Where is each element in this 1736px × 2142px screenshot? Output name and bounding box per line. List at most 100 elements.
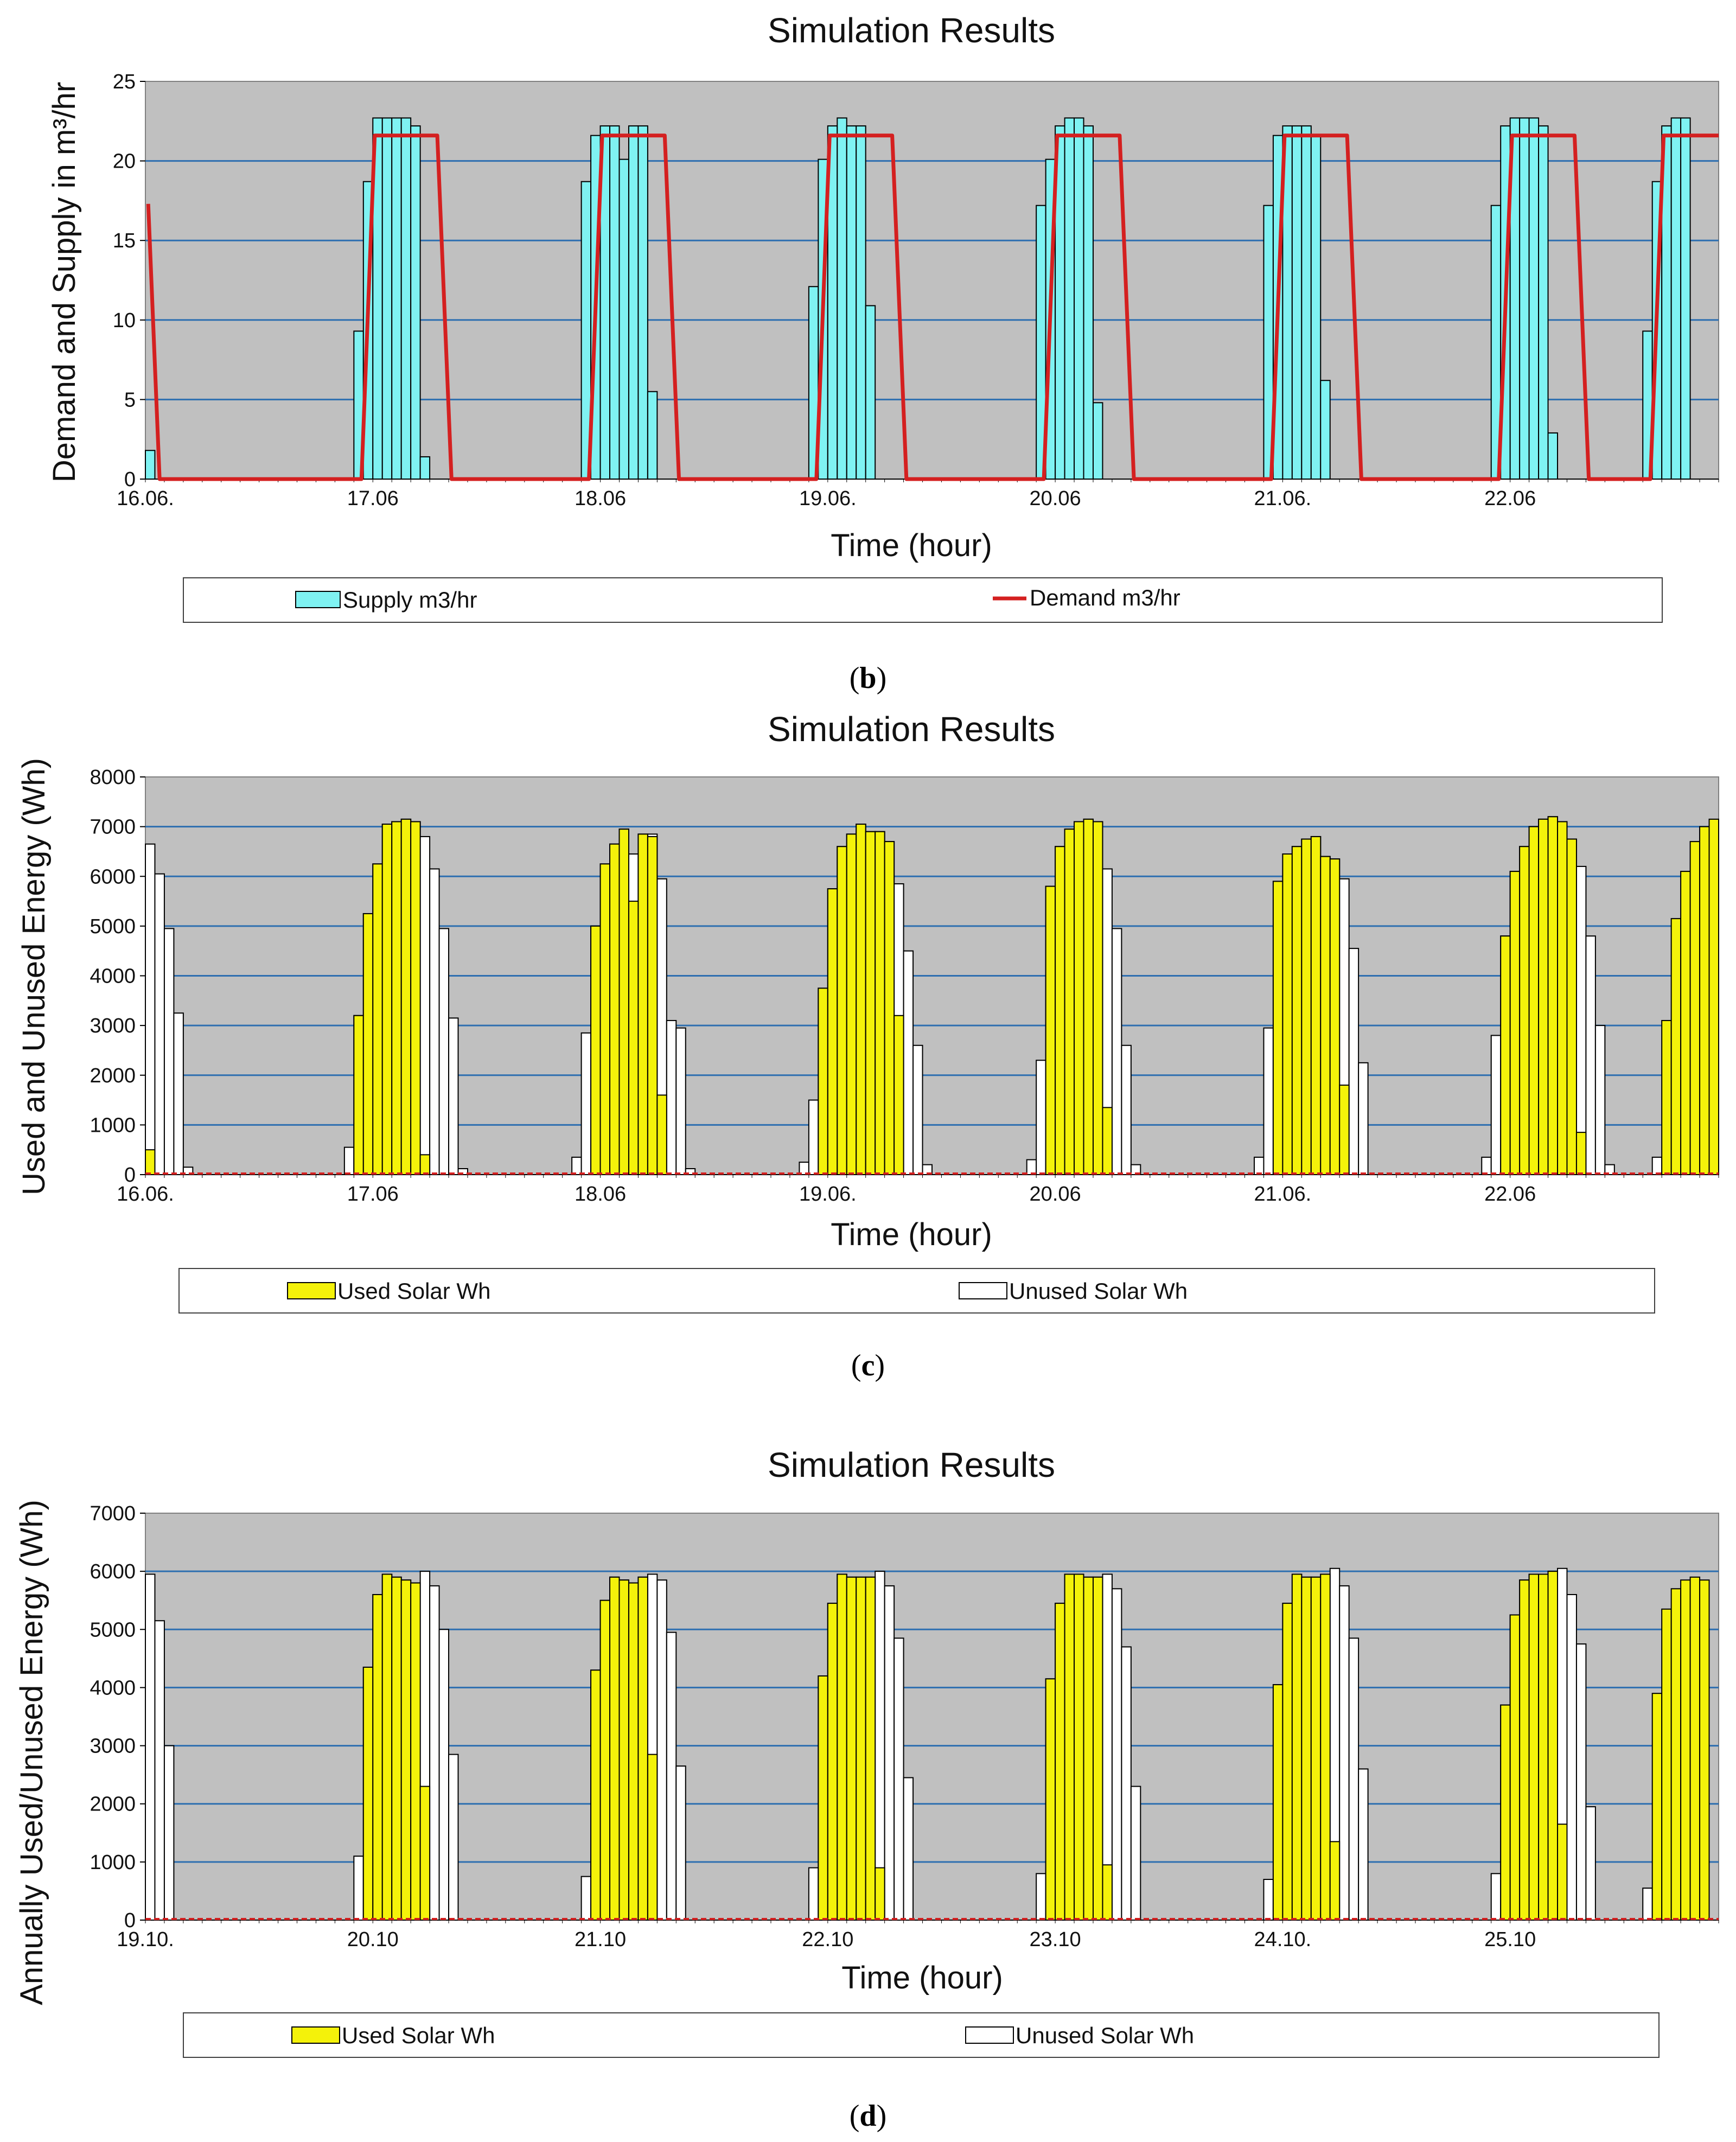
bar [1121, 1646, 1132, 1921]
bar [628, 125, 639, 480]
bar [1509, 1614, 1521, 1921]
bar [1074, 821, 1084, 1175]
y-tick-label: 5000 [90, 915, 136, 938]
bar [685, 1168, 696, 1175]
chart-c-title: Simulation Results [768, 710, 1055, 749]
chart-c-x-label: Time (hour) [831, 1217, 992, 1252]
y-tick-label: 5000 [90, 1618, 136, 1641]
bar [419, 1786, 431, 1921]
y-tick-label: 1000 [90, 1851, 136, 1874]
bar [865, 305, 876, 480]
bar [1263, 1879, 1274, 1921]
x-tick-label: 17.06 [347, 487, 399, 510]
bar [647, 1754, 658, 1921]
bar [1670, 117, 1682, 480]
y-tick-label: 3000 [90, 1015, 136, 1037]
bar [438, 1629, 450, 1921]
bar [1282, 853, 1293, 1176]
bar [609, 1576, 620, 1921]
bar [1121, 1044, 1132, 1176]
chart-d-legend-swatch-used [291, 2026, 340, 2044]
bar [1670, 1588, 1682, 1921]
bar [391, 1576, 402, 1921]
bar [381, 117, 393, 480]
bar [637, 1576, 648, 1921]
bar [1045, 1678, 1056, 1921]
bar [419, 1154, 431, 1176]
x-tick-label: 23.10 [1030, 1928, 1081, 1951]
chart-d-legend-box [183, 2012, 1660, 2058]
bar [1519, 117, 1530, 480]
bar [1528, 117, 1540, 480]
chart-d-x-label: Time (hour) [841, 1960, 1003, 1996]
x-tick-label: 18.06 [575, 487, 626, 510]
bar [410, 1582, 421, 1921]
chart-d-legend-swatch-unused [965, 2026, 1014, 2044]
bar [1699, 826, 1710, 1175]
x-tick-label: 22.10 [802, 1928, 853, 1951]
bar [666, 1019, 677, 1176]
bar [1329, 858, 1341, 1175]
bar [1708, 818, 1719, 1175]
bar [1585, 1806, 1596, 1921]
bar [1509, 871, 1521, 1175]
bar [1064, 117, 1075, 480]
bar [1651, 1156, 1663, 1175]
chart-b-legend-box [183, 577, 1663, 623]
chart-b-x-label: Time (hour) [831, 528, 992, 563]
bar [1585, 935, 1596, 1175]
bar [590, 925, 601, 1175]
bar [1320, 380, 1331, 480]
y-tick-label: 3000 [90, 1735, 136, 1758]
bar [154, 1620, 165, 1921]
bar [1092, 1576, 1103, 1921]
bar [818, 1675, 828, 1921]
y-tick-label: 7000 [90, 816, 136, 839]
bar [1358, 1768, 1369, 1921]
bar [827, 888, 838, 1175]
chart-b-y-label: Demand and Supply in m³/hr [47, 82, 82, 482]
bar [1102, 1864, 1113, 1921]
bar [808, 1099, 819, 1175]
bar [1074, 117, 1084, 480]
chart-c-y-ticks: 0 1000 2000 3000 4000 5000 6000 7000 8000 [90, 766, 145, 1187]
bar [1500, 935, 1511, 1175]
bar [1339, 1585, 1350, 1921]
bar [1272, 881, 1284, 1175]
bar [856, 125, 866, 480]
y-tick-label: 5 [124, 388, 136, 411]
bar [145, 1149, 156, 1175]
bar [1528, 826, 1540, 1175]
bar [1538, 818, 1549, 1175]
bar [1263, 1027, 1274, 1176]
bar [656, 1094, 667, 1176]
bar [419, 836, 431, 1175]
bar [580, 1876, 592, 1921]
y-tick-label: 15 [113, 229, 136, 252]
chart-c-legend-swatch-used [287, 1282, 336, 1299]
bar [1083, 818, 1094, 1175]
x-tick-label: 22.06 [1484, 487, 1536, 510]
y-tick-label: 25 [113, 71, 136, 93]
bar [893, 1015, 904, 1176]
x-tick-label: 22.06 [1484, 1183, 1536, 1206]
bar [1045, 885, 1056, 1175]
bar [1538, 125, 1549, 480]
bar [1282, 1603, 1293, 1921]
bar [1594, 1025, 1606, 1175]
bar [609, 125, 620, 480]
bar [1310, 1576, 1322, 1921]
x-tick-label: 20.06 [1030, 1183, 1081, 1206]
bar [647, 836, 658, 1175]
bar [1102, 1107, 1113, 1176]
bar [666, 1631, 677, 1921]
bar [163, 1745, 175, 1921]
bar [818, 987, 828, 1175]
x-tick-label: 21.10 [575, 1928, 626, 1951]
bar [618, 1579, 629, 1921]
bar [145, 1573, 156, 1921]
chart-d-title: Simulation Results [768, 1445, 1055, 1484]
chart-c-panel-label: (c) [851, 1349, 885, 1382]
bar [1538, 1573, 1549, 1921]
